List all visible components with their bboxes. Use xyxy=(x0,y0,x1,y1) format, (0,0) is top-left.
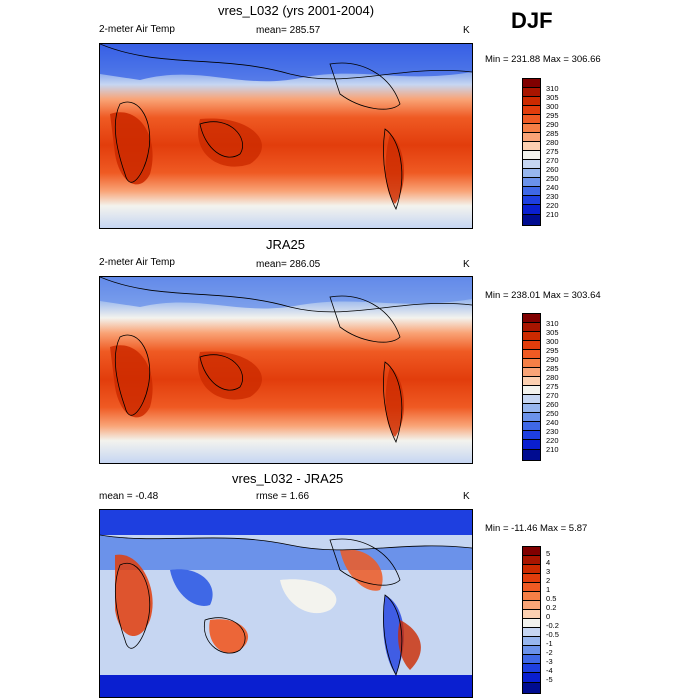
cb3-label: -3 xyxy=(546,657,553,666)
cb2-label: 230 xyxy=(546,427,559,436)
panel1-temperature-field xyxy=(100,44,472,228)
cb3-label: 4 xyxy=(546,558,551,567)
cb1-label: 230 xyxy=(546,192,559,201)
cb3-label: 5 xyxy=(546,549,551,558)
panel1-minmax: Min = 231.88 Max = 306.66 xyxy=(485,54,601,65)
cb1-label: 275 xyxy=(546,147,559,156)
cb2-label: 270 xyxy=(546,391,559,400)
panel1-left-label: 2-meter Air Temp xyxy=(99,24,175,35)
cb1-label: 240 xyxy=(546,183,559,192)
panel2-minmax: Min = 238.01 Max = 303.64 xyxy=(485,290,601,301)
panel3-mean-label: mean = -0.48 xyxy=(99,491,159,502)
cb2-label: 290 xyxy=(546,355,559,364)
panel2-mean-label: mean= 286.05 xyxy=(256,259,321,270)
cb3-label: -5 xyxy=(546,675,553,684)
cb1-label: 280 xyxy=(546,138,559,147)
cb3-label: 0.5 xyxy=(546,594,557,603)
cb2-label: 240 xyxy=(546,418,559,427)
cb1-label: 310 xyxy=(546,84,559,93)
panel2-left-label: 2-meter Air Temp xyxy=(99,257,175,268)
cb2-label: 285 xyxy=(546,364,559,373)
cb1-label: 305 xyxy=(546,93,559,102)
cb2-label: 305 xyxy=(546,328,559,337)
panel1-units: K xyxy=(463,25,470,36)
cb3-label: 2 xyxy=(546,576,551,585)
cb2-label: 295 xyxy=(546,346,559,355)
panel3-difference-field xyxy=(100,510,472,697)
cb3-label: -2 xyxy=(546,648,553,657)
cb1-label: 285 xyxy=(546,129,559,138)
panel1-map xyxy=(99,43,473,229)
cb3-label: -0.5 xyxy=(546,630,559,639)
panel1-title: vres_L032 (yrs 2001-2004) xyxy=(218,3,375,18)
panel3-rmse-label: rmse = 1.66 xyxy=(256,491,310,502)
cb2-label: 280 xyxy=(546,373,559,382)
cb2-label: 260 xyxy=(546,400,559,409)
cb1-label: 270 xyxy=(546,156,559,165)
cb2-label: 220 xyxy=(546,436,559,445)
cb1-label: 290 xyxy=(546,120,559,129)
panel2-units: K xyxy=(463,259,470,270)
cb3-label: -4 xyxy=(546,666,553,675)
panel2-map xyxy=(99,276,473,464)
panel2-title: JRA25 xyxy=(266,237,306,252)
cb3-label: 3 xyxy=(546,567,551,576)
cb1-label: 260 xyxy=(546,165,559,174)
cb1-label: 210 xyxy=(546,210,559,219)
temperature-colorbar-2 xyxy=(522,313,541,461)
cb2-label: 300 xyxy=(546,337,559,346)
cb3-label: -1 xyxy=(546,639,553,648)
panel3-map xyxy=(99,509,473,698)
cb3-label: 1 xyxy=(546,585,551,594)
difference-colorbar xyxy=(522,546,541,694)
cb2-label: 210 xyxy=(546,445,559,454)
cb1-label: 220 xyxy=(546,201,559,210)
panel3-minmax: Min = -11.46 Max = 5.87 xyxy=(485,523,588,534)
panel2-temperature-field xyxy=(100,277,472,463)
cb3-label: -0.2 xyxy=(546,621,559,630)
season-label: DJF xyxy=(511,8,553,33)
cb2-label: 275 xyxy=(546,382,559,391)
cb2-label: 310 xyxy=(546,319,559,328)
panel3-units: K xyxy=(463,491,470,502)
temperature-colorbar-1 xyxy=(522,78,541,226)
cb3-label: 0.2 xyxy=(546,603,557,612)
cb1-label: 300 xyxy=(546,102,559,111)
cb1-label: 295 xyxy=(546,111,559,120)
panel1-mean-label: mean= 285.57 xyxy=(256,25,321,36)
cb1-label: 250 xyxy=(546,174,559,183)
cb2-label: 250 xyxy=(546,409,559,418)
cb3-label: 0 xyxy=(546,612,551,621)
panel3-title: vres_L032 - JRA25 xyxy=(232,471,344,486)
